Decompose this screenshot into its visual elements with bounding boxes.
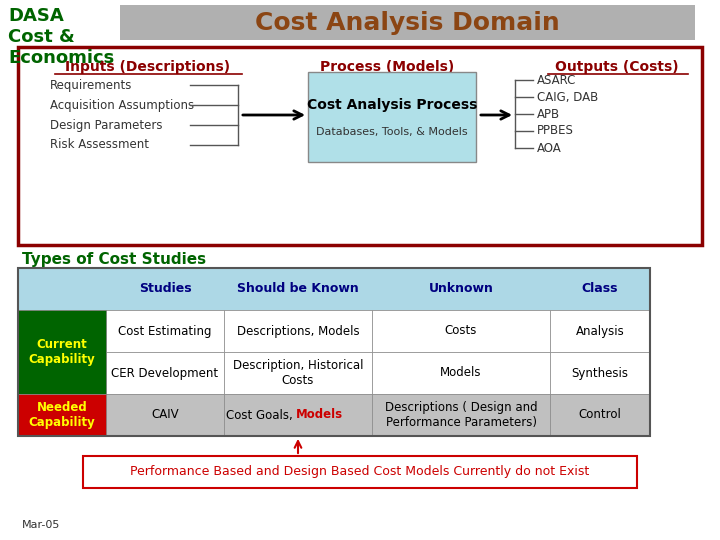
FancyBboxPatch shape — [18, 394, 106, 436]
FancyBboxPatch shape — [224, 394, 372, 436]
Text: Process (Models): Process (Models) — [320, 60, 454, 74]
Text: Design Parameters: Design Parameters — [50, 118, 163, 132]
FancyBboxPatch shape — [83, 456, 637, 488]
Text: Unknown: Unknown — [428, 282, 493, 295]
Text: Cost Analysis Process: Cost Analysis Process — [307, 98, 477, 112]
Text: Outputs (Costs): Outputs (Costs) — [555, 60, 679, 74]
Text: Current
Capability: Current Capability — [29, 338, 95, 366]
Text: Cost Goals,: Cost Goals, — [225, 408, 296, 422]
Text: Inputs (Descriptions): Inputs (Descriptions) — [66, 60, 230, 74]
FancyBboxPatch shape — [106, 310, 224, 352]
Text: Cost Estimating: Cost Estimating — [118, 325, 212, 338]
Text: Synthesis: Synthesis — [572, 367, 629, 380]
FancyBboxPatch shape — [106, 352, 224, 394]
FancyBboxPatch shape — [106, 394, 224, 436]
FancyBboxPatch shape — [372, 310, 550, 352]
Text: ASARC: ASARC — [537, 73, 577, 86]
Text: PPBES: PPBES — [537, 125, 574, 138]
Text: AOA: AOA — [537, 141, 562, 154]
FancyBboxPatch shape — [372, 394, 550, 436]
FancyBboxPatch shape — [18, 268, 650, 310]
FancyBboxPatch shape — [550, 352, 650, 394]
Text: Descriptions, Models: Descriptions, Models — [237, 325, 359, 338]
FancyBboxPatch shape — [372, 352, 550, 394]
Text: Risk Assessment: Risk Assessment — [50, 138, 149, 152]
FancyBboxPatch shape — [120, 5, 695, 40]
Text: Databases, Tools, & Models: Databases, Tools, & Models — [316, 127, 468, 137]
Text: Needed
Capability: Needed Capability — [29, 401, 95, 429]
Text: CAIG, DAB: CAIG, DAB — [537, 91, 598, 104]
Text: Acquisition Assumptions: Acquisition Assumptions — [50, 98, 194, 111]
Text: APB: APB — [537, 107, 560, 120]
Text: Analysis: Analysis — [575, 325, 624, 338]
Text: Models: Models — [296, 408, 343, 422]
FancyBboxPatch shape — [550, 394, 650, 436]
Text: Mar-05: Mar-05 — [22, 520, 60, 530]
FancyBboxPatch shape — [550, 310, 650, 352]
Text: CAIV: CAIV — [151, 408, 179, 422]
Text: Descriptions ( Design and
Performance Parameters): Descriptions ( Design and Performance Pa… — [384, 401, 537, 429]
Text: Types of Cost Studies: Types of Cost Studies — [22, 252, 206, 267]
FancyBboxPatch shape — [224, 310, 372, 352]
Text: Class: Class — [582, 282, 618, 295]
FancyBboxPatch shape — [18, 310, 106, 394]
Text: Performance Based and Design Based Cost Models Currently do not Exist: Performance Based and Design Based Cost … — [130, 465, 590, 478]
Text: Cost Analysis Domain: Cost Analysis Domain — [255, 11, 559, 35]
FancyBboxPatch shape — [224, 352, 372, 394]
Text: Models: Models — [440, 367, 482, 380]
Text: Costs: Costs — [445, 325, 477, 338]
FancyBboxPatch shape — [18, 47, 702, 245]
Text: Requirements: Requirements — [50, 78, 132, 91]
Text: Description, Historical
Costs: Description, Historical Costs — [233, 359, 364, 387]
Text: CER Development: CER Development — [112, 367, 219, 380]
Text: DASA
Cost &
Economics: DASA Cost & Economics — [8, 7, 114, 66]
Text: Control: Control — [579, 408, 621, 422]
Text: Should be Known: Should be Known — [237, 282, 359, 295]
Text: Studies: Studies — [139, 282, 192, 295]
FancyBboxPatch shape — [308, 72, 476, 162]
